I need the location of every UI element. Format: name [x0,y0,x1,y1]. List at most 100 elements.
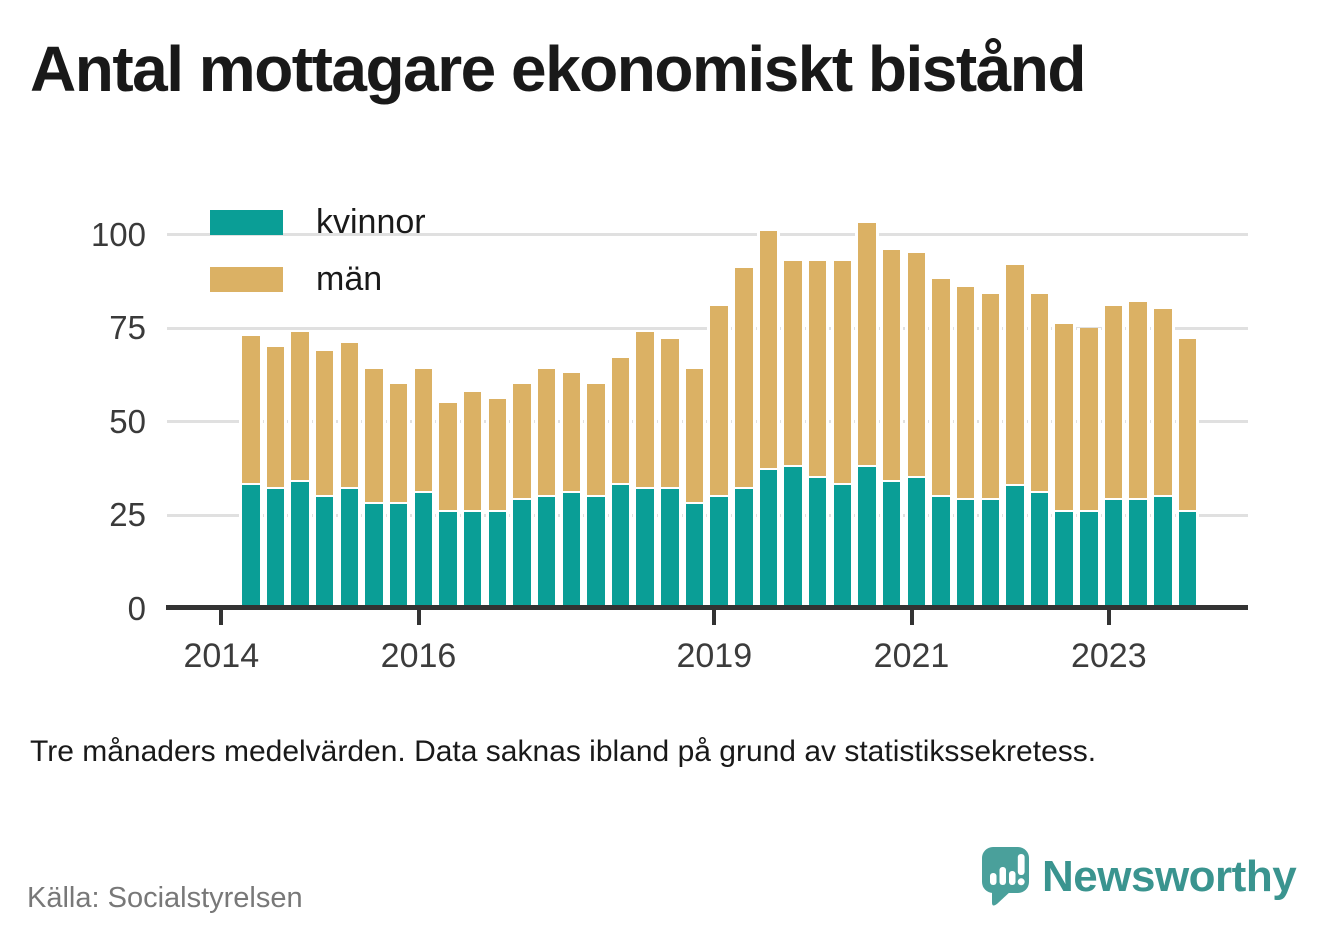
footnote: Tre månaders medelvärden. Data saknas ib… [30,735,1097,768]
bar-2023-q2 [1126,301,1150,609]
chart-title: Antal mottagare ekonomiskt bistånd [30,33,1086,105]
bar-segment-kvinnor [882,481,901,609]
bar-segment-kvinnor [1030,492,1049,609]
bar-segment-man [858,223,876,465]
bar-2023-q4 [1175,339,1200,610]
newsworthy-speech-bubble-chart-icon [982,847,1029,906]
bar-segment-kvinnor [439,511,457,609]
bar-segment-man [291,331,309,480]
bar-2018-q2 [633,331,657,609]
bar-segment-man [463,391,482,510]
bar-segment-man [735,268,753,488]
bar-2020-q2 [830,260,855,609]
bar-segment-man [759,230,778,469]
legend-swatch-man [210,266,283,292]
y-axis-label-100: 100 [90,215,146,253]
bar-2015-q1 [312,350,337,610]
bar-segment-kvinnor [266,489,285,609]
legend-label-kvinnor: kvinnor [316,203,426,241]
gridline-y-100 [167,233,1248,236]
newsworthy-wordmark: Newsworthy [1042,852,1297,901]
y-axis-label-25: 25 [109,496,146,534]
bar-segment-kvinnor [907,477,926,609]
x-tick-2023 [1106,610,1111,625]
bar-2021-q1 [904,253,929,609]
bar-segment-man [365,369,383,503]
bar-2016-q4 [485,399,510,610]
bar-segment-man [636,331,654,488]
bar-2019-q4 [781,260,805,609]
bar-2021-q4 [978,294,1003,609]
bar-segment-kvinnor [513,500,531,609]
bar-segment-kvinnor [981,500,1000,609]
x-tick-2016 [416,610,421,625]
bar-segment-man [661,339,679,488]
bar-2016-q3 [460,391,485,609]
bar-2015-q3 [362,369,386,609]
bar-segment-man [685,369,704,503]
bar-segment-man [932,279,950,495]
x-axis-label-2016: 2016 [380,637,457,675]
bar-segment-kvinnor [858,466,876,609]
bar-segment-kvinnor [611,485,630,609]
bar-segment-man [1129,301,1147,499]
bar-segment-kvinnor [562,492,581,609]
bar-segment-kvinnor [735,489,753,609]
newsworthy-logo: Newsworthy [981,846,1297,908]
bar-segment-kvinnor [808,477,827,609]
bar-segment-man [488,399,507,510]
x-axis-label-2019: 2019 [676,637,753,675]
bar-2021-q2 [929,279,953,609]
bar-segment-kvinnor [1080,511,1098,609]
bar-2019-q1 [707,305,731,610]
y-axis-label-50: 50 [109,402,146,440]
bar-segment-man [315,350,334,495]
x-tick-2021 [909,610,914,625]
legend-item-man: män [210,262,426,296]
bar-segment-kvinnor [1129,500,1147,609]
bar-2022-q3 [1052,324,1076,610]
bar-segment-kvinnor [291,481,309,609]
bar-2017-q3 [559,373,584,609]
bar-2014-q4 [288,331,312,609]
bar-segment-man [1055,324,1073,510]
x-tick-2019 [712,610,717,625]
bar-2015-q2 [337,343,362,609]
bar-2019-q3 [756,230,781,610]
bar-segment-man [1006,264,1024,484]
bar-segment-kvinnor [1178,511,1197,610]
bar-2020-q3 [855,223,879,609]
bar-2023-q3 [1151,309,1175,610]
bar-segment-kvinnor [365,504,383,609]
bar-segment-man [710,305,728,495]
bar-segment-man [513,384,531,499]
legend: kvinnor män [210,205,426,319]
bar-segment-kvinnor [537,496,556,609]
bar-segment-kvinnor [661,489,679,609]
bar-segment-man [242,335,260,484]
bar-2014-q3 [263,346,288,609]
bar-segment-kvinnor [759,470,778,610]
bar-segment-kvinnor [414,492,433,609]
bar-segment-man [907,253,926,476]
bar-segment-kvinnor [315,496,334,610]
bar-2016-q1 [411,369,436,609]
x-axis-label-2014: 2014 [183,637,260,675]
bar-2016-q2 [436,403,460,609]
x-axis-label-2023: 2023 [1070,637,1147,675]
bar-2018-q1 [608,358,633,609]
bar-segment-man [784,260,802,465]
bar-segment-man [882,249,901,480]
bar-segment-man [414,369,433,491]
bar-segment-kvinnor [488,511,507,610]
bar-2020-q1 [805,260,830,609]
bar-segment-man [562,373,581,491]
y-axis-label-0: 0 [127,590,146,627]
bar-segment-man [956,286,975,499]
bar-2023-q1 [1101,305,1126,609]
legend-item-kvinnor: kvinnor [210,205,426,239]
bar-segment-man [833,260,852,484]
bar-segment-kvinnor [1104,500,1123,609]
